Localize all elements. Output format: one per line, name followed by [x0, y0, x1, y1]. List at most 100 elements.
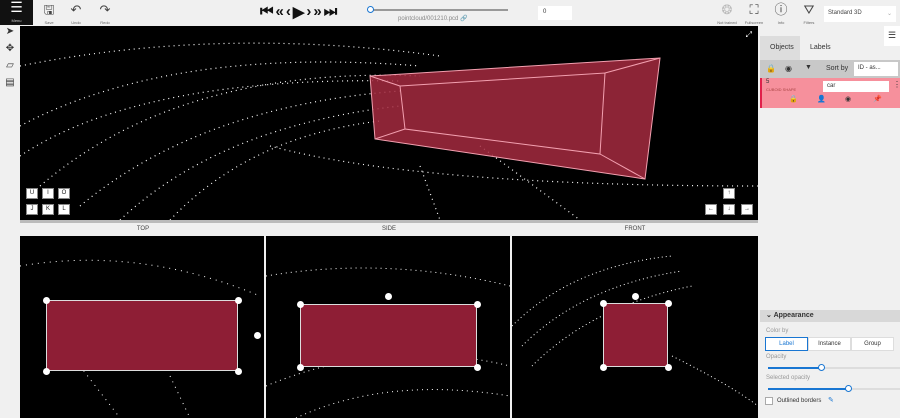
resize-handle[interactable] [43, 297, 50, 304]
slider-handle[interactable] [367, 6, 374, 13]
outlined-borders-label: Outlined borders [777, 398, 822, 404]
menu-button[interactable]: ☰ Menu [0, 0, 33, 25]
camera-key-j[interactable]: J [26, 204, 38, 215]
fast-forward-icon[interactable]: » [313, 3, 322, 20]
arrow-up-icon[interactable]: ↑ [723, 188, 735, 199]
more-icon[interactable]: ⋮ [893, 80, 900, 89]
tab-labels[interactable]: Labels [810, 44, 831, 51]
resize-handle[interactable] [600, 364, 607, 371]
view-resize-handle[interactable] [20, 220, 758, 223]
camera-key-o[interactable]: O [58, 188, 70, 199]
info-button[interactable]: ⓘ Info [768, 2, 794, 26]
view-mode-select[interactable]: Standard 3D ⌄ [824, 6, 896, 22]
redo-icon: ↷ [99, 2, 111, 17]
link-icon[interactable]: 🔗 [460, 16, 468, 22]
pin-icon[interactable]: 📌 [873, 96, 882, 103]
cuboid-front[interactable] [603, 303, 668, 367]
collapse-sidebar-icon[interactable]: ☰ [884, 26, 900, 46]
resize-handle[interactable] [474, 364, 481, 371]
arrow-left-icon[interactable]: ← [705, 204, 717, 215]
resize-handle[interactable] [600, 300, 607, 307]
point-cloud [20, 42, 758, 220]
frame-input[interactable]: 0 [538, 6, 572, 20]
perspective-view[interactable]: ⤢ U I O J K L ↑ ← ↓ → [20, 26, 758, 220]
label-select[interactable]: car [823, 81, 889, 92]
side-view-label: SIDE [381, 226, 396, 232]
color-by-group-option[interactable]: Group [851, 337, 894, 351]
rotate-handle[interactable] [385, 293, 392, 300]
previous-icon[interactable]: ‹ [285, 3, 291, 20]
filters-button[interactable]: ⛛ Filters [796, 2, 822, 26]
arrow-right-icon[interactable]: → [741, 204, 753, 215]
group-icon[interactable]: ▤ [5, 77, 15, 88]
opacity-slider[interactable] [768, 364, 900, 371]
undo-button[interactable]: ↶ Undo [63, 2, 89, 26]
cuboid-side[interactable] [300, 304, 477, 367]
resize-handle[interactable] [665, 364, 672, 371]
resize-handle[interactable] [474, 301, 481, 308]
selected-opacity-slider[interactable] [768, 385, 900, 392]
frame-slider[interactable] [367, 6, 508, 13]
object-type: CUBOID SHAPE [766, 87, 797, 92]
first-frame-icon[interactable]: ⏮ [260, 3, 274, 20]
lock-icon[interactable]: 🔒 [766, 64, 776, 73]
edit-icon[interactable]: ✎ [828, 397, 834, 404]
filename-text: pointcloud/001210.pcd [398, 16, 459, 22]
opacity-label: Opacity [766, 354, 787, 360]
cuboid-icon[interactable]: ▱ [6, 60, 14, 71]
move-icon[interactable]: ✥ [5, 43, 15, 54]
front-view[interactable] [512, 236, 758, 418]
redo-button[interactable]: ↷ Redo [92, 2, 118, 26]
cursor-icon[interactable]: ➤ [5, 26, 15, 37]
camera-key-i[interactable]: I [42, 188, 54, 199]
top-view[interactable] [20, 236, 264, 418]
left-toolbar: ➤ ✥ ▱ ▤ [0, 26, 20, 418]
camera-key-k[interactable]: K [42, 204, 54, 215]
resize-handle[interactable] [297, 301, 304, 308]
last-frame-icon[interactable]: ⏭ [323, 3, 338, 20]
person-icon[interactable]: 👤 [817, 96, 826, 103]
resize-handle[interactable] [665, 300, 672, 307]
side-view[interactable] [266, 236, 510, 418]
color-by-label-option[interactable]: Label [765, 337, 808, 351]
fullscreen-button[interactable]: ⛶ Fullscreen [740, 2, 768, 26]
sort-select[interactable]: ID - as... [854, 62, 898, 76]
object-item[interactable]: 5 CUBOID SHAPE car ⋮ 🔒 👤 ◉ 📌 [760, 78, 900, 108]
color-by-instance-option[interactable]: Instance [808, 337, 851, 351]
fast-backward-icon[interactable]: « [275, 3, 284, 20]
slider-handle[interactable] [845, 385, 852, 392]
eye-icon[interactable]: ◉ [785, 64, 792, 73]
play-icon[interactable]: ▶ [292, 4, 305, 21]
cuboid-top[interactable] [46, 300, 238, 371]
label-value: car [827, 83, 836, 89]
save-button[interactable]: 🖫 Save [36, 2, 62, 26]
expand-icon[interactable]: ⤢ [745, 30, 752, 39]
tab-objects[interactable]: Objects [760, 36, 800, 60]
appearance-header[interactable]: ⌄ Appearance [760, 310, 900, 322]
slider-handle[interactable] [817, 364, 825, 371]
next-icon[interactable]: › [306, 3, 312, 20]
camera-key-u[interactable]: U [26, 188, 38, 199]
resize-handle[interactable] [235, 297, 242, 304]
objects-sidebar: ☰ Objects Labels 🔒 ◉ ▼ Sort by ID - as..… [760, 26, 900, 418]
cuboid-3d[interactable] [369, 57, 661, 180]
lock-icon[interactable]: 🔒 [789, 96, 798, 103]
rotate-handle[interactable] [632, 293, 639, 300]
resize-handle[interactable] [235, 368, 242, 375]
outlined-borders-checkbox[interactable] [765, 397, 773, 405]
selected-opacity-label: Selected opacity [766, 375, 811, 381]
brain-icon: ❂ [721, 2, 733, 17]
filter-icon: ⛛ [803, 2, 815, 17]
objects-header: 🔒 ◉ ▼ Sort by ID - as... [760, 60, 900, 78]
not-trained-button[interactable]: ❂ Not trained [714, 2, 740, 26]
rotate-handle[interactable] [254, 332, 261, 339]
caret-down-icon[interactable]: ▼ [805, 64, 812, 71]
arrow-down-icon[interactable]: ↓ [723, 204, 735, 215]
filename: pointcloud/001210.pcd 🔗 [398, 15, 468, 22]
camera-key-l[interactable]: L [58, 204, 70, 215]
resize-handle[interactable] [297, 364, 304, 371]
point-cloud [20, 259, 261, 418]
eye-icon[interactable]: ◉ [845, 96, 852, 103]
resize-handle[interactable] [43, 368, 50, 375]
top-toolbar: ☰ Menu 🖫 Save ↶ Undo ↷ Redo ⏮ «‹ ▶ ›» ⏭ pointclo… [0, 0, 900, 26]
